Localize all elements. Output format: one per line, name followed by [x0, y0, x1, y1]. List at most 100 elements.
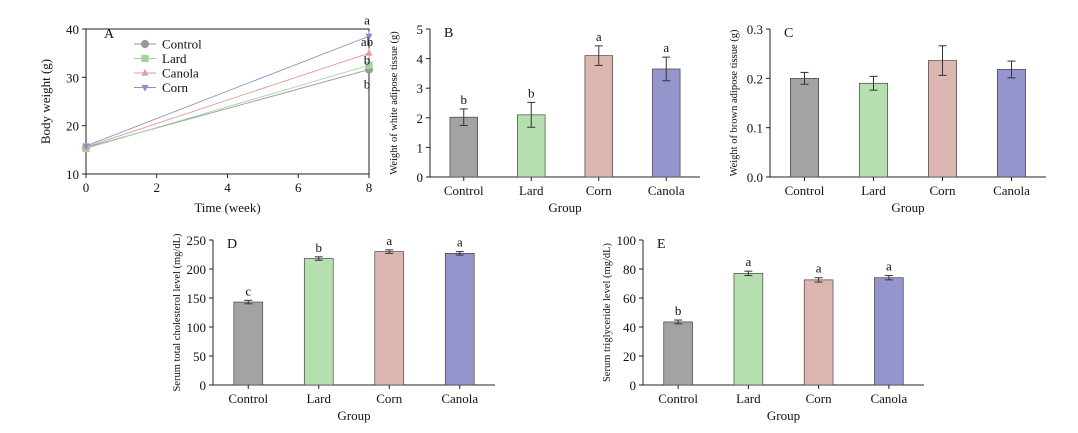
y-tick-label: 40: [623, 320, 636, 335]
bar-canola: [444, 252, 475, 386]
significance-letter: b: [364, 52, 371, 67]
panel-E: 0 20 40 60 80 100 Control b Lard a Corn a Canola a Gro…: [602, 233, 924, 423]
bar-canola: [652, 68, 681, 178]
bar-control: [449, 116, 478, 178]
x-axis-label: Time (week): [194, 200, 260, 215]
panel-label: B: [444, 26, 453, 41]
bar-corn: [928, 60, 957, 178]
data-point: [365, 49, 373, 56]
significance-letter: b: [675, 303, 682, 318]
y-tick-label: 100: [617, 233, 637, 248]
x-tick-label: Control: [658, 391, 698, 406]
series-control: [81, 65, 374, 152]
x-tick-label: Canola: [441, 391, 478, 406]
y-axis-label: Body weight (g): [38, 59, 53, 144]
significance-letter: a: [596, 29, 602, 44]
panel-A: 0 2 4 6 8 10 20 30 40 Time (week) Body weight (g) A…: [38, 12, 373, 215]
x-tick-label: Canola: [648, 183, 685, 198]
bar-corn: [584, 55, 613, 178]
bar-control: [790, 77, 819, 178]
x-tick-label: Corn: [376, 391, 403, 406]
significance-letter: ab: [361, 34, 373, 49]
y-tick-label: 30: [66, 70, 79, 85]
x-axis-label: Group: [767, 408, 800, 423]
x-tick-label: Corn: [930, 183, 957, 198]
significance-letter: a: [364, 12, 370, 27]
legend-marker: [141, 54, 149, 63]
legend-marker: [140, 39, 150, 49]
y-tick-label: 60: [623, 291, 636, 306]
y-tick-label: 40: [66, 22, 79, 37]
x-tick-label: 6: [295, 180, 302, 195]
y-axis-label: Weight of brown adipose tissue (g): [729, 29, 740, 177]
y-tick-label: 80: [623, 262, 636, 277]
y-tick-label: 0.0: [747, 170, 763, 185]
bar-lard: [859, 82, 888, 178]
y-tick-label: 1: [417, 140, 424, 155]
x-axis-label: Group: [891, 200, 924, 215]
significance-letter: b: [364, 77, 371, 92]
y-tick-label: 20: [66, 119, 79, 134]
x-tick-label: Corn: [586, 183, 613, 198]
series-corn: [82, 31, 373, 151]
x-tick-label: Lard: [861, 183, 886, 198]
data-point: [365, 33, 373, 41]
y-tick-label: 20: [623, 349, 636, 364]
x-tick-label: Control: [228, 391, 268, 406]
x-tick-label: 2: [154, 180, 161, 195]
plot-frame: [85, 28, 370, 175]
significance-letter: a: [386, 233, 392, 248]
x-tick-label: 4: [224, 180, 231, 195]
legend-entry: Canola: [162, 66, 199, 81]
x-tick-label: Corn: [806, 391, 833, 406]
data-point: [365, 61, 373, 69]
significance-letter: a: [457, 235, 463, 250]
x-tick-label: Control: [785, 183, 825, 198]
bar-corn: [374, 251, 405, 386]
significance-letter: b: [461, 92, 468, 107]
y-axis-label: Serum total cholesterol level (mg/dL): [172, 233, 183, 392]
bar-control: [233, 301, 264, 386]
x-tick-label: Canola: [870, 391, 907, 406]
significance-letter: a: [816, 261, 822, 276]
legend-entry: Corn: [162, 80, 189, 95]
bar-control: [663, 321, 693, 386]
y-tick-label: 0: [200, 378, 207, 393]
legend-marker: [141, 84, 149, 92]
y-tick-label: 0: [630, 378, 637, 393]
panel-C: 0.0 0.1 0.2 0.3 Control Lard Corn Canola Group We…: [729, 22, 1046, 215]
y-tick-label: 2: [417, 111, 424, 126]
x-tick-label: Lard: [519, 183, 544, 198]
legend-entry: Lard: [162, 51, 187, 66]
x-tick-label: Lard: [736, 391, 761, 406]
x-axis-label: Group: [337, 408, 370, 423]
bar-canola: [997, 69, 1026, 178]
data-point: [82, 143, 90, 151]
y-tick-label: 100: [187, 320, 207, 335]
bar-canola: [874, 277, 904, 386]
significance-letter: c: [245, 283, 251, 298]
bar-lard: [303, 258, 334, 386]
y-tick-label: 250: [187, 233, 207, 248]
panel-D: 0 50 100 150 200 250 Control c Lard b Corn a Canola a…: [172, 233, 495, 423]
significance-letter: b: [528, 85, 535, 100]
y-axis-label: Serum triglyceride level (mg/dL): [602, 242, 613, 382]
x-tick-label: Control: [444, 183, 484, 198]
y-tick-label: 5: [417, 22, 424, 37]
panel-label: E: [657, 237, 666, 252]
x-tick-label: Lard: [306, 391, 331, 406]
series-line: [85, 64, 370, 149]
panel-label: D: [227, 237, 237, 252]
significance-letter: a: [663, 40, 669, 55]
bar-lard: [733, 273, 764, 386]
significance-letter: b: [316, 240, 323, 255]
x-tick-label: 8: [366, 180, 373, 195]
legend-marker: [141, 68, 149, 76]
y-tick-label: 3: [417, 81, 424, 96]
y-tick-label: 50: [193, 349, 206, 364]
panel-label: A: [104, 27, 115, 42]
y-axis-label: Weight of white adipose tissue (g): [389, 31, 400, 175]
y-tick-label: 0: [417, 170, 424, 185]
y-tick-label: 4: [417, 52, 424, 67]
